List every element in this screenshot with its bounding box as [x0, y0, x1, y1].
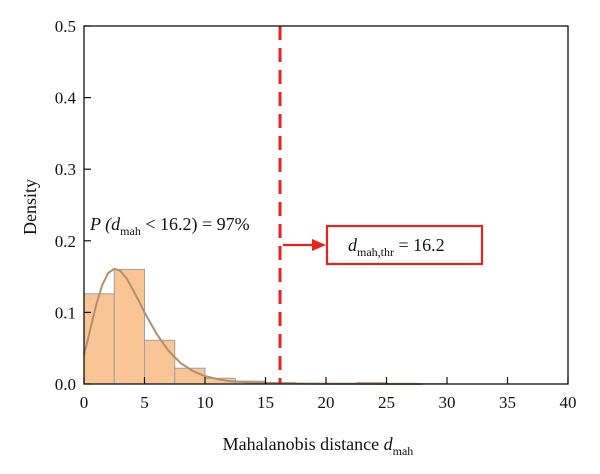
x-tick-label-4: 20 — [318, 393, 335, 412]
x-axis-ticks: 0 5 10 15 20 25 30 35 40 — [80, 377, 577, 412]
x-tick-label-1: 5 — [140, 393, 149, 412]
x-tick-label-2: 10 — [197, 393, 214, 412]
y-tick-label-4: 0.4 — [55, 89, 77, 108]
threshold-arrow — [283, 239, 326, 251]
density-curve — [83, 267, 423, 385]
x-tick-label-8: 40 — [560, 393, 577, 412]
threshold-label: dmah,thr = 16.2 — [348, 235, 445, 259]
probability-annotation: P (dmah < 16.2) = 97% — [89, 214, 250, 238]
x-axis-label: Mahalanobis distance dmah — [223, 434, 414, 458]
y-tick-label-5: 0.5 — [55, 17, 76, 36]
x-tick-label-3: 15 — [257, 393, 274, 412]
histogram-bar-3 — [174, 367, 206, 385]
histogram-bar-2 — [144, 339, 176, 385]
plot-frame — [83, 25, 569, 385]
x-tick-label-0: 0 — [80, 393, 89, 412]
x-tick-label-5: 25 — [378, 393, 395, 412]
y-tick-label-0: 0.0 — [55, 375, 76, 394]
x-tick-label-6: 30 — [439, 393, 456, 412]
histogram-bar-1 — [113, 268, 145, 385]
histogram-bars — [83, 268, 448, 385]
y-axis-ticks: 0.0 0.1 0.2 0.3 0.4 0.5 — [55, 17, 91, 394]
x-tick-label-7: 35 — [499, 393, 516, 412]
y-tick-label-2: 0.2 — [55, 232, 76, 251]
y-tick-label-3: 0.3 — [55, 160, 76, 179]
threshold-box — [325, 224, 484, 266]
y-tick-label-1: 0.1 — [55, 303, 76, 322]
histogram-bar-0 — [83, 293, 115, 385]
y-axis-label: Density — [20, 179, 40, 235]
